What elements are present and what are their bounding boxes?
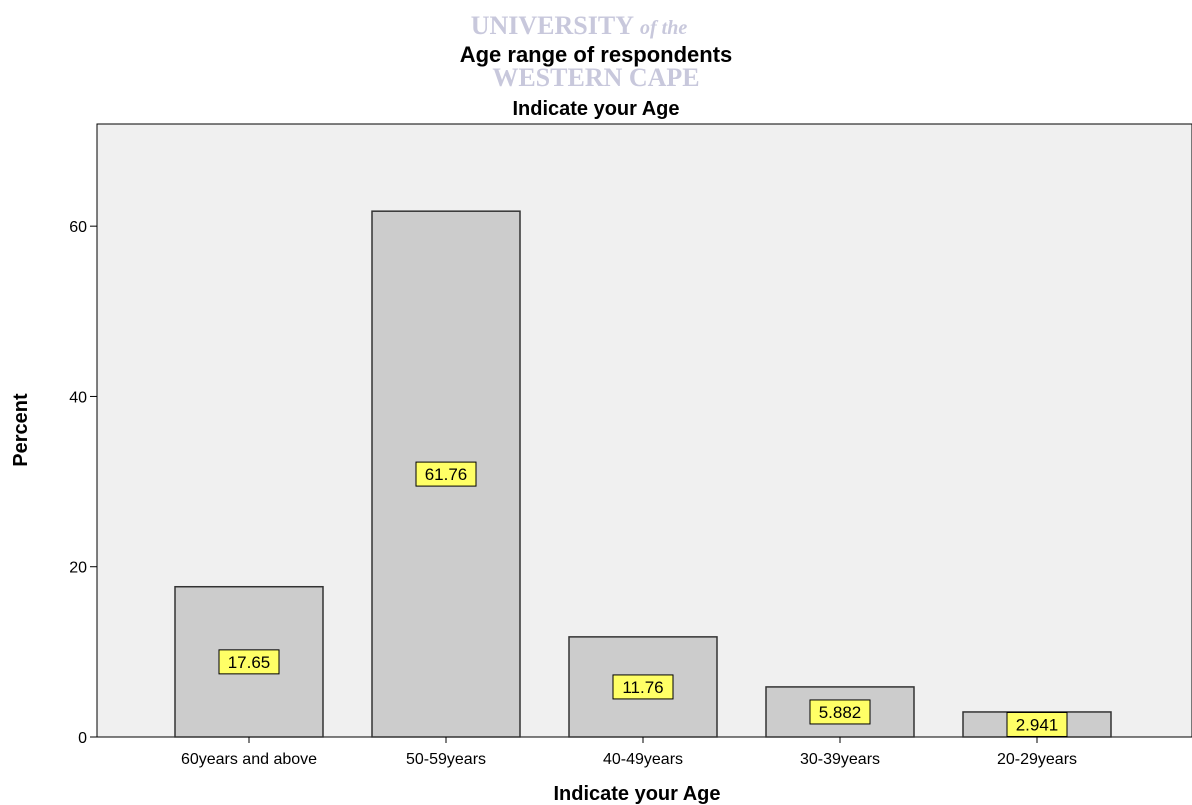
- data-label-2: 61.76: [425, 465, 468, 484]
- watermark-line2: WESTERN CAPE: [492, 63, 699, 92]
- data-labels: 17.65 61.76 11.76 5.882 2.941: [218, 461, 1068, 737]
- y-tick-label-60: 60: [69, 219, 87, 236]
- data-label-box-3: [612, 674, 674, 700]
- x-tick-label-1: 60years and above: [181, 751, 317, 768]
- watermark-line1-suffix: of the: [640, 17, 687, 39]
- y-tick-label-20: 20: [69, 560, 87, 577]
- x-axis-label: Indicate your Age: [553, 783, 720, 805]
- x-tick-label-2: 50-59years: [406, 751, 486, 768]
- y-tick-label-0: 0: [78, 730, 87, 747]
- y-axis-label: Percent: [10, 393, 32, 467]
- chart-title: Age range of respondents: [460, 42, 733, 67]
- data-label-box-5: [1006, 711, 1068, 737]
- data-label-5: 2.941: [1016, 715, 1059, 734]
- watermark: UNIVERSITY of the WESTERN CAPE: [471, 11, 700, 92]
- watermark-line1: UNIVERSITY: [471, 11, 634, 40]
- data-label-1: 17.65: [228, 653, 271, 672]
- x-tick-label-3: 40-49years: [603, 751, 683, 768]
- x-tick-label-5: 20-29years: [997, 751, 1077, 768]
- data-label-box-4: [809, 699, 871, 725]
- y-axis: 0 20 40 60: [69, 219, 97, 747]
- data-label-3: 11.76: [622, 678, 663, 697]
- data-label-box-1: [218, 649, 280, 675]
- data-label-box-2: [415, 461, 477, 487]
- x-axis: 60years and above 50-59years 40-49years 30-…: [181, 737, 1077, 768]
- y-tick-label-40: 40: [69, 389, 87, 406]
- chart-subtitle: Indicate your Age: [512, 98, 679, 120]
- x-tick-label-4: 30-39years: [800, 751, 880, 768]
- data-label-4: 5.882: [819, 703, 862, 722]
